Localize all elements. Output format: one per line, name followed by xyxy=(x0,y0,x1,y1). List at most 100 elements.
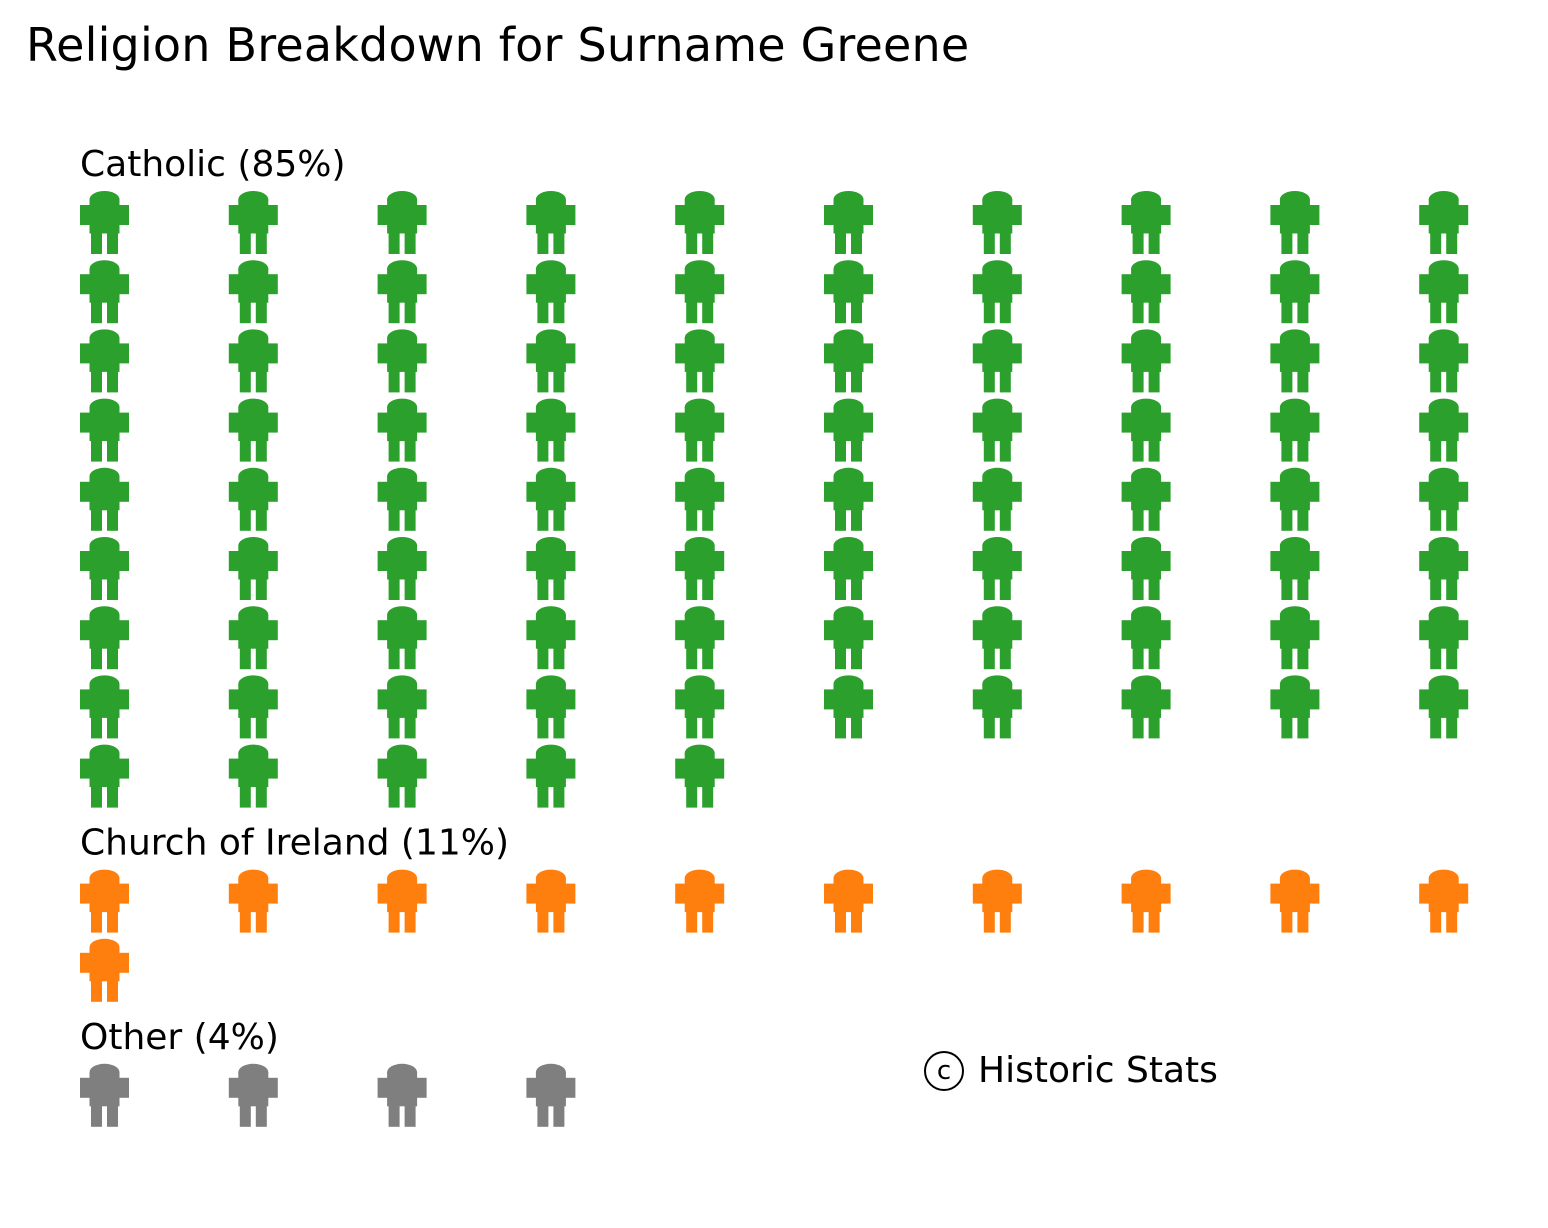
person-icon xyxy=(824,675,873,739)
person-icon xyxy=(80,675,129,739)
credit-text: Historic Stats xyxy=(978,1050,1218,1091)
person-icon xyxy=(80,744,129,808)
person-icon xyxy=(228,869,278,933)
group-label: Catholic (85%) xyxy=(80,144,346,185)
person-icon xyxy=(228,675,278,739)
person-icon xyxy=(80,938,129,1002)
person-icon xyxy=(377,675,427,739)
person-icon xyxy=(972,675,1022,739)
person-icon xyxy=(1270,606,1320,670)
person-icon xyxy=(228,260,278,324)
person-icon xyxy=(228,329,278,393)
person-icon xyxy=(526,675,576,739)
person-icon xyxy=(675,467,725,531)
person-icon xyxy=(1270,191,1320,254)
person-icon xyxy=(824,537,873,600)
group-label: Other (4%) xyxy=(80,1017,279,1058)
person-icon xyxy=(1419,606,1469,670)
person-icon xyxy=(1270,260,1320,324)
person-icon xyxy=(377,537,427,600)
person-icon xyxy=(526,260,576,324)
person-icon xyxy=(1121,467,1171,531)
person-icon xyxy=(1121,260,1171,324)
person-icon xyxy=(972,260,1022,324)
person-icon xyxy=(675,675,725,739)
person-icon xyxy=(1121,537,1171,600)
person-icon xyxy=(972,537,1022,600)
person-icon xyxy=(228,191,278,254)
person-icon xyxy=(1121,329,1171,393)
person-icon xyxy=(1419,675,1469,739)
person-icon xyxy=(824,191,873,254)
person-icon xyxy=(1121,675,1171,739)
person-icon xyxy=(526,869,576,933)
person-icon xyxy=(1270,398,1320,462)
person-icon xyxy=(675,869,725,933)
person-icon xyxy=(675,606,725,670)
person-icon xyxy=(526,191,576,254)
person-icon xyxy=(824,260,873,324)
chart-title: Religion Breakdown for Surname Greene xyxy=(26,18,970,72)
credit: c Historic Stats xyxy=(924,1050,1218,1091)
person-icon xyxy=(972,467,1022,531)
person-icon xyxy=(972,606,1022,670)
person-icon xyxy=(377,329,427,393)
person-icon xyxy=(228,606,278,670)
person-icon xyxy=(824,869,873,933)
person-icon xyxy=(972,191,1022,254)
person-icon xyxy=(80,869,129,933)
group-other: Other (4%) xyxy=(80,1017,576,1127)
copyright-icon: c xyxy=(924,1050,964,1091)
person-icon xyxy=(1270,537,1320,600)
person-icon xyxy=(675,260,725,324)
person-icon xyxy=(80,191,129,254)
person-icon xyxy=(377,191,427,254)
person-icon xyxy=(377,1063,427,1127)
person-icon xyxy=(377,398,427,462)
person-icon xyxy=(80,467,129,531)
person-icon xyxy=(377,260,427,324)
person-icon xyxy=(824,398,873,462)
person-icon xyxy=(526,398,576,462)
person-icon xyxy=(1121,869,1171,933)
person-icon xyxy=(526,1063,576,1127)
person-icon xyxy=(526,744,576,808)
person-icon xyxy=(675,398,725,462)
person-icon xyxy=(824,329,873,393)
person-icon xyxy=(80,1063,129,1127)
person-icon xyxy=(1419,398,1469,462)
person-icon xyxy=(1419,260,1469,324)
person-icon xyxy=(526,467,576,531)
person-icon xyxy=(526,537,576,600)
person-icon xyxy=(228,467,278,531)
person-icon xyxy=(80,260,129,324)
person-icon xyxy=(80,537,129,600)
person-icon xyxy=(1121,191,1171,254)
person-icon xyxy=(228,1063,278,1127)
person-icon xyxy=(675,537,725,600)
person-icon xyxy=(377,606,427,670)
person-icon xyxy=(1270,869,1320,933)
person-icon xyxy=(972,869,1022,933)
person-icon xyxy=(228,537,278,600)
person-icon xyxy=(675,329,725,393)
group-catholic: Catholic (85%) xyxy=(80,144,1469,808)
person-icon xyxy=(1419,329,1469,393)
person-icon xyxy=(1270,467,1320,531)
group-church-of-ireland: Church of Ireland (11%) xyxy=(80,823,1469,1002)
group-label: Church of Ireland (11%) xyxy=(80,823,509,864)
person-icon xyxy=(526,606,576,670)
person-icon xyxy=(1270,675,1320,739)
person-icon xyxy=(377,467,427,531)
person-icon xyxy=(1419,537,1469,600)
person-icon xyxy=(526,329,576,393)
person-icon xyxy=(1121,398,1171,462)
person-icon xyxy=(824,467,873,531)
person-icon xyxy=(80,606,129,670)
person-icon xyxy=(972,329,1022,393)
person-icon xyxy=(675,191,725,254)
person-icon xyxy=(1419,869,1469,933)
person-icon xyxy=(377,869,427,933)
person-icon xyxy=(1419,191,1469,254)
